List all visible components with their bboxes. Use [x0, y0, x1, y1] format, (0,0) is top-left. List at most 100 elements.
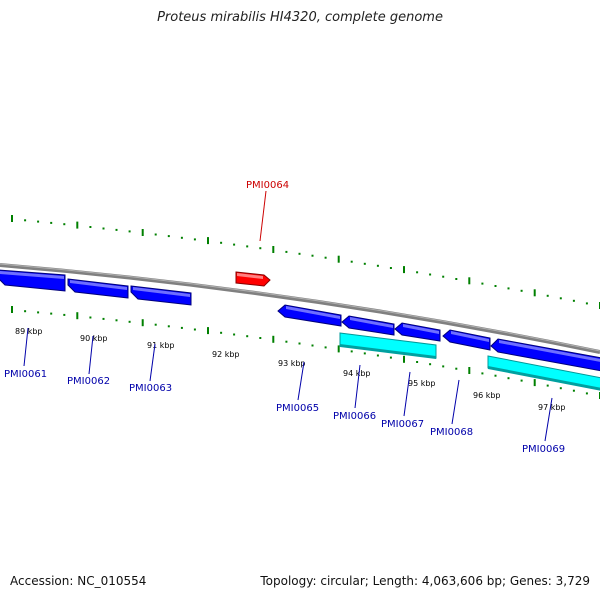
- minor-tick: [24, 310, 27, 313]
- minor-tick: [429, 363, 432, 366]
- genome-info-text: Topology: circular; Length: 4,063,606 bp…: [260, 574, 590, 588]
- minor-tick: [220, 241, 223, 244]
- minor-tick: [167, 325, 170, 328]
- minor-tick: [350, 260, 353, 263]
- major-tick: [337, 345, 340, 353]
- gene-label-pmi0064[interactable]: PMI0064: [246, 180, 289, 191]
- tick-label: 91 kbp: [147, 341, 175, 350]
- gene-pmi0064[interactable]: [235, 271, 271, 287]
- gene-pmi0068[interactable]: [442, 329, 491, 351]
- minor-tick: [363, 262, 366, 265]
- minor-tick: [324, 256, 327, 259]
- gene-pmi0061[interactable]: [0, 269, 66, 292]
- major-tick: [468, 277, 471, 285]
- minor-tick: [507, 287, 510, 290]
- minor-tick: [115, 228, 118, 231]
- minor-tick: [298, 342, 301, 345]
- minor-tick: [350, 350, 353, 353]
- major-tick: [403, 266, 405, 274]
- minor-tick: [481, 282, 484, 285]
- minor-tick: [416, 271, 419, 274]
- outer-ruler: [11, 215, 600, 309]
- minor-tick: [442, 365, 445, 368]
- minor-tick: [442, 275, 445, 278]
- major-tick: [76, 312, 79, 320]
- tick-label: 97 kbp: [538, 403, 566, 412]
- minor-tick: [520, 289, 523, 292]
- gene-label-pmi0063[interactable]: PMI0063: [129, 383, 172, 394]
- gene-label-pmi0061[interactable]: PMI0061: [4, 369, 47, 380]
- gene-pmi0066-upper[interactable]: [341, 315, 395, 336]
- minor-tick: [572, 299, 575, 302]
- gene-label-pmi0066[interactable]: PMI0066: [333, 411, 376, 422]
- minor-tick: [50, 312, 53, 315]
- gene-pmi0069-alt[interactable]: [487, 355, 600, 391]
- major-tick: [207, 327, 209, 335]
- gene-label-pmi0062[interactable]: PMI0062: [67, 376, 110, 387]
- tick-label: 89 kbp: [15, 327, 43, 336]
- major-tick: [11, 306, 13, 313]
- minor-tick: [63, 223, 66, 226]
- gene-label-pmi0068[interactable]: PMI0068: [430, 427, 473, 438]
- gene-label-pmi0067[interactable]: PMI0067: [381, 419, 424, 430]
- minor-tick: [507, 377, 510, 380]
- major-tick: [76, 221, 79, 229]
- minor-tick: [246, 245, 249, 248]
- minor-tick: [494, 374, 497, 377]
- minor-tick: [102, 227, 105, 230]
- major-tick: [141, 319, 144, 327]
- map-title: Proteus mirabilis HI4320, complete genom…: [157, 10, 443, 25]
- minor-tick: [246, 335, 249, 338]
- tick-label: 93 kbp: [278, 359, 306, 368]
- major-tick: [11, 215, 13, 222]
- gene-label-pmi0065[interactable]: PMI0065: [276, 403, 319, 414]
- minor-tick: [389, 356, 392, 359]
- minor-tick: [429, 273, 432, 276]
- major-tick: [337, 255, 340, 263]
- minor-tick: [494, 285, 497, 287]
- inner-ruler: [11, 306, 600, 399]
- minor-tick: [455, 367, 458, 370]
- minor-tick: [376, 354, 379, 357]
- minor-tick: [363, 352, 366, 355]
- minor-tick: [193, 238, 196, 241]
- minor-tick: [285, 340, 288, 343]
- minor-tick: [259, 247, 262, 250]
- major-tick: [272, 335, 275, 343]
- gene-label-pmi0069[interactable]: PMI0069: [522, 444, 565, 455]
- tick-labels: 89 kbp 90 kbp 91 kbp 92 kbp 93 kbp 94 kb…: [15, 327, 566, 412]
- minor-tick: [559, 297, 562, 300]
- gene-pmi0065[interactable]: [277, 304, 342, 327]
- minor-tick: [128, 230, 131, 233]
- minor-tick: [220, 331, 223, 334]
- gene-pmi0067-upper[interactable]: [394, 322, 441, 342]
- gene-leaders: [23, 190, 553, 442]
- minor-tick: [167, 235, 170, 238]
- minor-tick: [193, 328, 196, 331]
- minor-tick: [128, 320, 131, 323]
- minor-tick: [559, 387, 562, 390]
- minor-tick: [324, 346, 327, 349]
- minor-tick: [298, 252, 301, 255]
- genome-backbone-highlight: [0, 263, 600, 352]
- accession-text: Accession: NC_010554: [10, 574, 147, 588]
- gene-pmi0062[interactable]: [67, 278, 129, 299]
- minor-tick: [389, 267, 392, 269]
- minor-tick: [311, 254, 314, 257]
- major-tick: [207, 237, 209, 245]
- gene-pmi0063[interactable]: [130, 285, 192, 306]
- minor-tick: [154, 323, 157, 326]
- major-tick: [403, 355, 405, 363]
- minor-tick: [376, 264, 379, 267]
- minor-tick: [180, 326, 183, 329]
- minor-tick: [233, 333, 236, 336]
- minor-tick: [24, 219, 27, 222]
- minor-tick: [416, 361, 419, 363]
- minor-tick: [63, 313, 66, 316]
- major-tick: [468, 367, 471, 374]
- minor-tick: [89, 316, 92, 319]
- major-tick: [272, 246, 275, 253]
- gene-pmi0069-upper[interactable]: [490, 338, 600, 372]
- gene-pmi0066-alt[interactable]: [339, 332, 437, 359]
